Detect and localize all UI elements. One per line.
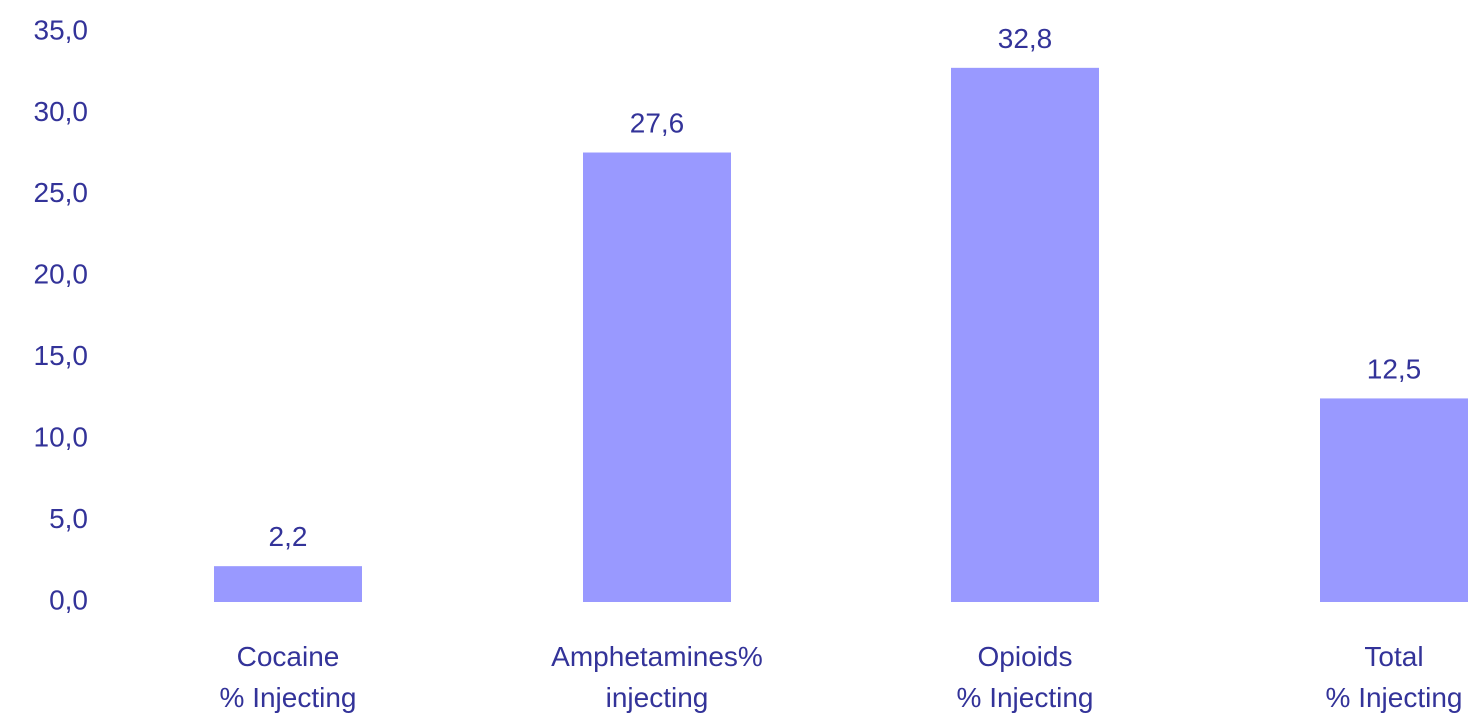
y-tick-label: 35,0 bbox=[34, 14, 89, 45]
bar-0 bbox=[214, 566, 362, 602]
x-category-label: % Injecting bbox=[1326, 682, 1463, 713]
y-tick-label: 20,0 bbox=[34, 259, 89, 290]
y-tick-label: 0,0 bbox=[49, 584, 88, 615]
bar-2 bbox=[951, 67, 1099, 603]
data-label: 27,6 bbox=[630, 108, 685, 139]
data-label: 32,8 bbox=[998, 23, 1053, 54]
bar-1 bbox=[583, 152, 731, 602]
data-label: 12,5 bbox=[1367, 353, 1422, 384]
x-category-label: % Injecting bbox=[957, 682, 1094, 713]
data-label: 2,2 bbox=[269, 521, 308, 552]
x-category-label: % Injecting bbox=[220, 682, 357, 713]
y-tick-label: 15,0 bbox=[34, 340, 89, 371]
x-category-label: Total bbox=[1364, 641, 1423, 672]
x-category-label: Amphetamines% bbox=[551, 641, 763, 672]
y-tick-label: 25,0 bbox=[34, 177, 89, 208]
x-category-label: Opioids bbox=[978, 641, 1073, 672]
x-category-label: injecting bbox=[606, 682, 709, 713]
bar-3 bbox=[1320, 398, 1468, 602]
y-tick-label: 10,0 bbox=[34, 422, 89, 453]
x-category-label: Cocaine bbox=[237, 641, 340, 672]
y-tick-label: 30,0 bbox=[34, 96, 89, 127]
y-tick-label: 5,0 bbox=[49, 503, 88, 534]
